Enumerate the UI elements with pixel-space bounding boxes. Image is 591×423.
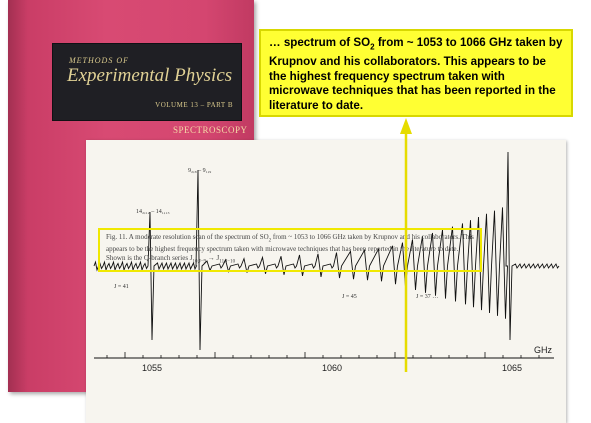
spectrum-page: 1055 1060 1065 GHz 14₂,₁₂ – 14₁,₁₃ 9₂,₈ … [86,140,566,423]
caption-text-a: A moderate resolution scan of the spectr… [128,233,269,241]
figure-caption: Fig. 11. A moderate resolution scan of t… [98,228,482,272]
spectrum-trace [93,151,560,351]
book-volume-label: VOLUME 13 – PART B [155,101,233,109]
line-assignment-peak: 9₂,₈ – 9₁,₉ [188,168,211,174]
tick-label-1055: 1055 [142,363,162,373]
caption-text-c: → J [206,254,220,263]
book-subject-label: SPECTROSCOPY [173,125,248,135]
caption-sub-b: 10,J−9 [192,259,207,265]
series-label-1: J = 41 [114,284,129,290]
book-title-panel: METHODS OF Experimental Physics VOLUME 1… [52,43,242,121]
caption-label: Fig. 11. [106,233,128,241]
series-label-3: J = 37 … [416,294,438,300]
callout-text-rest: from ~ 1053 to 1066 GHz taken by Krupnov… [269,36,563,113]
callout-text-prefix: … spectrum of SO [269,36,371,49]
book-series-small: METHODS OF [69,56,129,65]
book-series-title: Experimental Physics [67,65,233,86]
callout-arrow-head [400,118,412,134]
spectrum-plot: 1055 1060 1065 GHz 14₂,₁₂ – 14₁,₁₃ 9₂,₈ … [93,151,560,373]
axis-tick-marks [106,352,540,358]
axis-unit-label: GHz [534,345,553,355]
caption-sub-c: 11,J−10 [219,259,236,265]
caption-sub-a: 2 [268,238,272,244]
tick-label-1060: 1060 [322,363,342,373]
tick-label-1065: 1065 [502,363,522,373]
callout-box: … spectrum of SO2 from ~ 1053 to 1066 GH… [259,29,573,117]
line-assignment-left: 14₂,₁₂ – 14₁,₁₃ [136,209,170,215]
caption-text-b: from ~ 1053 to 1066 GHz taken by Krupnov… [106,233,474,263]
callout-subscript: 2 [370,42,375,52]
series-label-2: J = 45 [342,294,357,300]
